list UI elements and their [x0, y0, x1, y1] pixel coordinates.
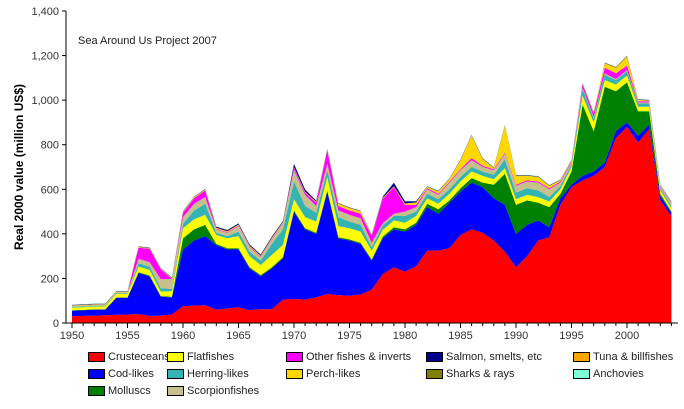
- legend-label: Cod-likes: [108, 367, 154, 380]
- legend-label: Herring-likes: [187, 367, 249, 380]
- legend: Crusteceans Flatfishes Other fishes & inve…: [88, 349, 684, 398]
- y-tick-label: 200: [41, 273, 59, 285]
- legend-item: Cod-likes: [88, 366, 167, 381]
- x-tick-label: 1995: [559, 330, 583, 342]
- y-tick-label: 1,400: [31, 6, 59, 18]
- area-molluscs: [72, 82, 672, 311]
- legend-item: Crusteceans: [88, 349, 170, 364]
- y-tick-label: 1,000: [31, 95, 59, 107]
- legend-swatch: [88, 385, 105, 396]
- legend-swatch: [426, 351, 443, 362]
- x-tick-label: 1950: [60, 330, 84, 342]
- area-layers: [72, 55, 672, 324]
- legend-swatch: [426, 368, 443, 379]
- legend-label: Flatfishes: [187, 350, 235, 363]
- y-tick-label: 1,200: [31, 51, 59, 63]
- legend-swatch: [167, 368, 184, 379]
- y-ticks: 0 200 400 600 800 1,000 1,200 1,400: [31, 6, 66, 330]
- x-tick-label: 2000: [615, 330, 639, 342]
- legend-swatch: [88, 351, 105, 362]
- area-cod-likes: [72, 122, 672, 317]
- legend-item: Tuna & billfishes: [573, 349, 684, 364]
- legend-label: Salmon, smelts, etc: [446, 350, 542, 363]
- y-axis-label: Real 2000 value (million US$): [12, 84, 26, 250]
- legend-label: Crusteceans: [108, 350, 170, 363]
- legend-item: Molluscs: [88, 383, 167, 398]
- y-tick-label: 600: [41, 184, 59, 196]
- legend-label: Scorpionfishes: [187, 384, 260, 397]
- y-tick-label: 800: [41, 140, 59, 152]
- x-tick-label: 1990: [504, 330, 528, 342]
- legend-swatch: [573, 351, 590, 362]
- legend-item: Anchovies: [573, 366, 684, 381]
- legend-label: Sharks & rays: [446, 367, 515, 380]
- legend-label: Molluscs: [108, 384, 151, 397]
- legend-swatch: [88, 368, 105, 379]
- legend-item: Scorpionfishes: [167, 383, 286, 398]
- x-tick-label: 1955: [115, 330, 139, 342]
- legend-item: Other fishes & inverts: [286, 349, 426, 364]
- legend-label: Tuna & billfishes: [593, 350, 674, 363]
- x-tick-label: 1985: [448, 330, 472, 342]
- legend-label: Perch-likes: [306, 367, 361, 380]
- x-tick-label: 1970: [282, 330, 306, 342]
- x-ticks: 1950 1955 1960 1965 1970 1975 1980 1985 1990 1995…: [60, 323, 672, 342]
- area-crusteceans: [72, 126, 672, 324]
- legend-swatch: [573, 368, 590, 379]
- legend-label: Anchovies: [593, 367, 644, 380]
- legend-swatch: [286, 351, 303, 362]
- legend-label: Other fishes & inverts: [306, 350, 412, 363]
- legend-item: Salmon, smelts, etc: [426, 349, 573, 364]
- legend-swatch: [167, 351, 184, 362]
- legend-item: Flatfishes: [167, 349, 286, 364]
- y-tick-label: 0: [53, 318, 59, 330]
- x-tick-label: 1965: [226, 330, 250, 342]
- y-tick-label: 400: [41, 229, 59, 241]
- x-tick-label: 1960: [171, 330, 195, 342]
- legend-item: Sharks & rays: [426, 366, 573, 381]
- legend-item: Perch-likes: [286, 366, 426, 381]
- legend-item: Herring-likes: [167, 366, 286, 381]
- x-tick-label: 1975: [337, 330, 361, 342]
- area-scorpionfishes: [72, 70, 672, 307]
- legend-swatch: [167, 385, 184, 396]
- x-tick-label: 1980: [393, 330, 417, 342]
- source-annotation: Sea Around Us Project 2007: [78, 35, 217, 47]
- legend-swatch: [286, 368, 303, 379]
- area-flatfishes: [72, 75, 672, 311]
